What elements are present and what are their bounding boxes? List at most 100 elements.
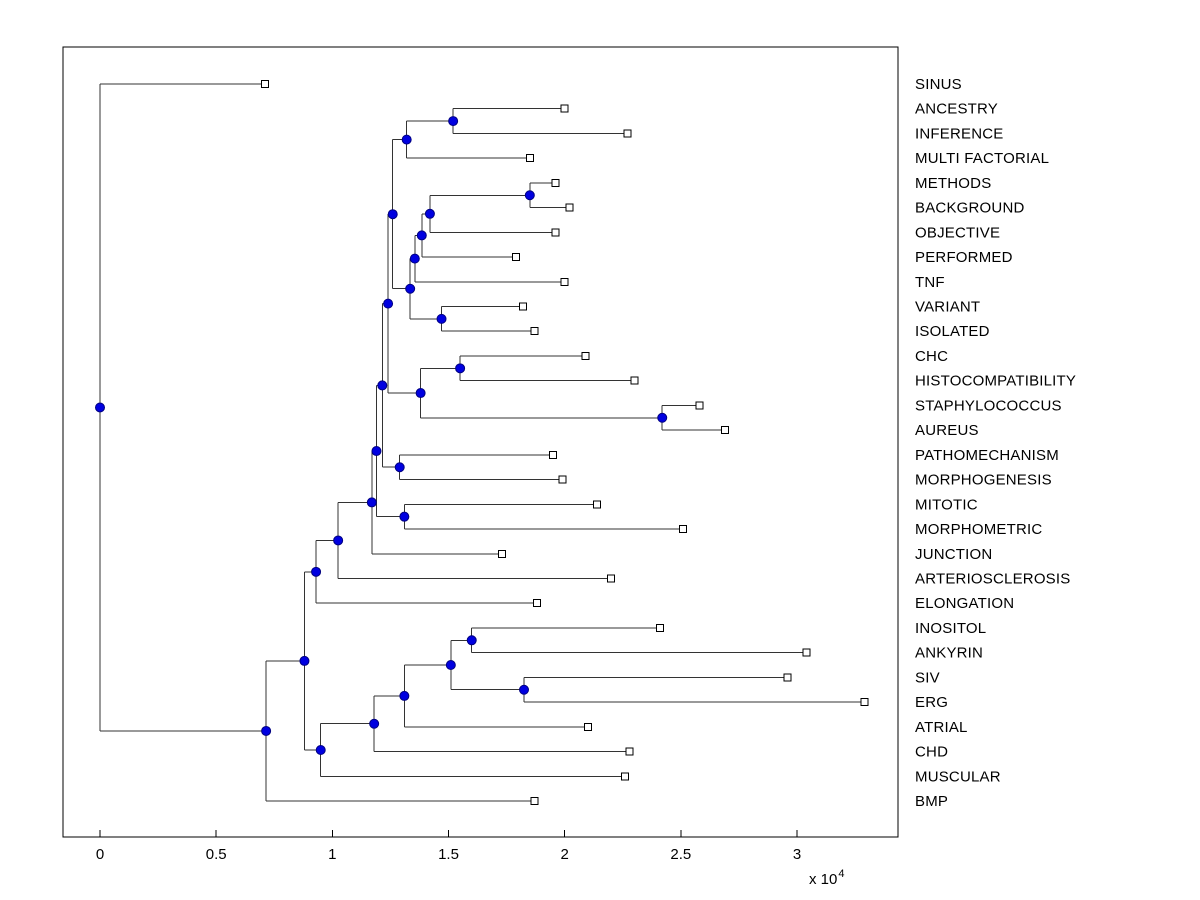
internal-node-marker[interactable] (95, 402, 105, 413)
leaf-label: INFERENCE (915, 125, 1003, 142)
leaf-label: BMP (915, 793, 948, 810)
internal-node-marker[interactable] (394, 462, 405, 473)
internal-node-marker[interactable] (445, 660, 456, 671)
leaf-label: CHD (915, 744, 948, 761)
leaf-label: MORPHOGENESIS (915, 472, 1052, 489)
internal-node-marker[interactable] (383, 298, 394, 309)
branch-lines (99, 83, 865, 802)
leaf-label: PATHOMECHANISM (915, 447, 1059, 464)
leaf-label: ATRIAL (915, 719, 968, 736)
leaf-node-marker[interactable] (593, 500, 602, 509)
internal-node-marker[interactable] (311, 566, 322, 577)
leaf-label: JUNCTION (915, 546, 992, 563)
internal-node-marker[interactable] (366, 497, 377, 508)
leaf-node-marker[interactable] (532, 599, 541, 608)
internal-node-marker[interactable] (401, 134, 412, 145)
internal-node-marker[interactable] (416, 230, 427, 241)
leaf-node-marker[interactable] (260, 80, 269, 88)
leaf-label: ANCESTRY (915, 101, 998, 118)
leaf-label: TNF (915, 274, 945, 291)
leaf-label: ELONGATION (915, 595, 1014, 612)
x-tick-label: 2.5 (670, 846, 691, 863)
x-tick-label: 0 (96, 846, 104, 863)
leaf-label: VARIANT (915, 299, 980, 316)
x-tick-label: 1 (328, 846, 336, 863)
leaf-node-marker[interactable] (621, 772, 630, 781)
leaf-label: ARTERIOSCLEROSIS (915, 570, 1070, 587)
leaf-node-marker[interactable] (583, 722, 592, 731)
internal-node-marker[interactable] (657, 412, 668, 423)
leaf-node-marker[interactable] (630, 376, 639, 385)
leaf-label: ISOLATED (915, 323, 990, 340)
internal-node-marker[interactable] (369, 718, 380, 729)
internal-node-marker[interactable] (524, 190, 535, 201)
leaf-label: HISTOCOMPATIBILITY (915, 373, 1076, 390)
leaf-node-marker[interactable] (560, 104, 569, 113)
x-tick-label: 2 (560, 846, 568, 863)
internal-node-marker[interactable] (519, 684, 530, 695)
leaf-node-marker[interactable] (511, 253, 520, 262)
leaf-node-marker[interactable] (530, 796, 539, 805)
leaf-label: MORPHOMETRIC (915, 521, 1042, 538)
leaf-label: PERFORMED (915, 249, 1013, 266)
internal-node-marker[interactable] (448, 116, 459, 127)
leaf-node-marker[interactable] (551, 178, 560, 187)
leaf-label: MUSCULAR (915, 768, 1001, 785)
x-tick-label: 1.5 (438, 846, 459, 863)
leaf-node-marker[interactable] (860, 698, 869, 707)
leaf-label: BACKGROUND (915, 200, 1025, 217)
internal-node-marker[interactable] (405, 283, 416, 294)
leaf-label: CHC (915, 348, 948, 365)
leaf-label: MULTI FACTORIAL (915, 150, 1049, 167)
axes-box (62, 46, 899, 838)
leaf-node-marker[interactable] (497, 549, 506, 558)
leaf-node-marker[interactable] (655, 623, 664, 632)
leaf-node-marker[interactable] (551, 228, 560, 237)
leaf-label: SIV (915, 669, 940, 686)
leaf-node-marker[interactable] (679, 525, 688, 534)
internal-node-marker[interactable] (315, 745, 326, 756)
leaf-node-marker[interactable] (695, 401, 704, 410)
leaf-label: METHODS (915, 175, 991, 192)
leaf-node-marker[interactable] (565, 203, 574, 212)
leaf-node-marker[interactable] (558, 475, 567, 484)
leaf-node-marker[interactable] (560, 277, 569, 286)
internal-node-marker[interactable] (424, 208, 435, 219)
leaf-label: ANKYRIN (915, 645, 983, 662)
leaf-node-marker[interactable] (623, 129, 632, 138)
leaf-node-marker[interactable] (802, 648, 811, 657)
leaf-label: STAPHYLOCOCCUS (915, 397, 1062, 414)
internal-node-marker[interactable] (409, 253, 420, 264)
x-tick-label: 3 (793, 846, 801, 863)
leaf-label: MITOTIC (915, 496, 978, 513)
leaf-node-marker[interactable] (581, 351, 590, 360)
leaf-node-marker[interactable] (530, 327, 539, 336)
leaf-node-marker[interactable] (525, 154, 534, 163)
internal-node-marker[interactable] (261, 725, 272, 736)
leaf-label: SINUS (915, 76, 962, 93)
internal-node-marker[interactable] (455, 363, 466, 374)
leaf-node-marker[interactable] (518, 302, 527, 311)
internal-node-marker[interactable] (387, 209, 398, 220)
internal-node-marker[interactable] (466, 635, 477, 646)
leaf-label: AUREUS (915, 422, 979, 439)
internal-node-marker[interactable] (371, 446, 382, 457)
leaf-node-marker[interactable] (549, 450, 558, 459)
leaf-label: ERG (915, 694, 948, 711)
leaf-node-marker[interactable] (607, 574, 616, 583)
internal-node-marker[interactable] (399, 690, 410, 701)
internal-node-marker[interactable] (399, 511, 410, 522)
internal-node-marker[interactable] (333, 535, 344, 546)
x-tick-label: 0.5 (206, 846, 227, 863)
internal-node-marker[interactable] (299, 655, 310, 666)
leaf-node-marker[interactable] (625, 747, 634, 756)
leaf-node-marker[interactable] (783, 673, 792, 682)
internal-node-marker[interactable] (436, 313, 447, 324)
internal-node-marker[interactable] (415, 388, 426, 399)
leaf-label: INOSITOL (915, 620, 986, 637)
x-axis-exponent-label: x 104 (809, 868, 844, 888)
internal-node-marker[interactable] (377, 380, 388, 391)
leaf-node-marker[interactable] (720, 426, 729, 435)
